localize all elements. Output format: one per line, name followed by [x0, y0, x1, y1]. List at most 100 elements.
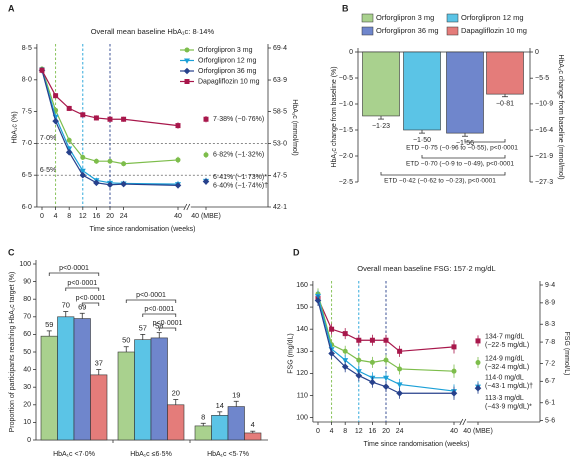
x-tick-label: 20 — [382, 428, 390, 435]
y-tick-label: 6·7 — [545, 378, 555, 385]
bracket — [125, 299, 177, 303]
marker — [397, 348, 403, 354]
chart-title: Overall mean baseline HbA₁c: 8·14% — [91, 27, 215, 36]
marker — [451, 344, 457, 350]
marker — [184, 47, 190, 53]
legend-label: Orforglipron 12 mg — [198, 57, 256, 64]
mbe-label: 6·82% (−1·32%) — [213, 152, 264, 159]
y-tick-label: 6·0 — [22, 204, 32, 211]
y-tick-label: 30 — [23, 384, 31, 391]
y-tick-label: 110 — [297, 392, 308, 399]
value-label: 59 — [45, 320, 53, 329]
value-label: 50 — [122, 336, 130, 345]
y-tick-label: 9·4 — [545, 282, 555, 289]
y-tick-label: −1·5 — [339, 127, 353, 134]
annotation: ETD −0·75 (−0·96 to −0·55), p<0·0001 — [406, 145, 518, 152]
marker — [93, 158, 99, 164]
y-tick-label: 7·2 — [545, 360, 555, 367]
legend-swatch — [446, 13, 459, 23]
y-tick-label: 42·1 — [273, 204, 287, 211]
legend-label: Orforglipron 36 mg — [376, 26, 439, 35]
significance-label: p<0·0001 — [153, 320, 183, 327]
y-tick-label: −1·0 — [339, 101, 353, 108]
legend-label: Orforglipron 12 mg — [461, 13, 524, 22]
value-label: 70 — [62, 301, 70, 310]
value-label: 14 — [216, 401, 224, 410]
x-tick-label: 24 — [396, 428, 404, 435]
y-tick-label: 10 — [23, 419, 31, 426]
y-tick-label: 120 — [296, 370, 308, 377]
bracket — [158, 327, 177, 331]
axis-break — [462, 418, 467, 426]
x-tick-label: 16 — [369, 428, 377, 435]
y-tick-label: 160 — [296, 282, 308, 289]
marker — [107, 116, 113, 122]
bracket — [421, 155, 506, 159]
marker — [184, 58, 190, 64]
y-tick-label: 8·5 — [22, 45, 32, 52]
axis-label: FSG (mmol/L) — [563, 332, 570, 376]
marker — [80, 112, 86, 118]
axis-label: HbA₁c change from baseline (mmol/mol) — [557, 54, 564, 179]
bracket — [142, 313, 177, 317]
marker — [474, 384, 482, 392]
marker — [369, 378, 376, 386]
y-tick-label: 7·5 — [22, 108, 32, 115]
axis-break — [186, 203, 191, 211]
chart-title: Overall mean baseline FSG: 157·2 mg/dL — [357, 264, 495, 273]
axis-label: HbA₁c (%) — [12, 111, 19, 143]
value-label: 19 — [232, 390, 240, 399]
marker — [382, 383, 390, 390]
significance-label: p<0·0001 — [67, 280, 97, 287]
x-tick-label: 12 — [79, 213, 87, 220]
marker — [93, 115, 99, 121]
mbe-label: 134·7 mg/dL — [485, 334, 524, 341]
marker — [53, 93, 59, 99]
x-tick-label: 40 — [450, 428, 458, 435]
series-line — [41, 70, 179, 186]
y-tick-label: 8·3 — [545, 321, 555, 328]
mbe-label: 6·40% (−1·74%)† — [213, 182, 268, 189]
bar — [57, 316, 75, 441]
significance-label: p<0·0001 — [144, 306, 174, 313]
marker — [52, 117, 59, 125]
x-tick-label: HbA₁c <7·0% — [53, 451, 95, 458]
marker — [342, 358, 349, 364]
marker — [183, 67, 191, 75]
marker — [396, 389, 403, 397]
x-tick-label: 4 — [330, 428, 334, 435]
marker — [450, 389, 458, 397]
marker — [202, 178, 210, 185]
marker — [106, 181, 114, 189]
y-tick-label: 40 — [23, 366, 31, 373]
bar — [40, 335, 58, 441]
marker — [120, 180, 127, 188]
mbe-label: 7·38% (−0·76%) — [213, 116, 264, 123]
bar — [486, 51, 524, 95]
bar — [73, 318, 91, 441]
mbe-label: 114·0 mg/dL — [485, 374, 524, 381]
bar — [227, 406, 245, 441]
marker — [396, 382, 403, 388]
value-label: 69 — [78, 302, 86, 311]
marker — [121, 116, 127, 122]
value-label: −1·56 — [456, 140, 474, 147]
marker — [39, 67, 45, 73]
value-label: 58 — [155, 322, 163, 331]
x-tick-label: 16 — [93, 213, 101, 220]
y-tick-label: 6·1 — [545, 400, 555, 407]
legend-label: Dapagliflozin 10 mg — [198, 78, 260, 85]
marker — [342, 331, 348, 337]
marker — [66, 105, 72, 111]
panel-letter: C — [8, 247, 15, 257]
marker — [328, 350, 335, 357]
x-tick-label: 40 (MBE) — [191, 213, 221, 220]
y-tick-label: 7·0 — [22, 140, 32, 147]
mbe-label: 113·3 mg/dL — [485, 395, 524, 402]
bar — [403, 51, 441, 131]
marker — [397, 366, 403, 372]
y-tick-label: 70 — [23, 314, 31, 321]
marker — [175, 123, 181, 129]
bracket — [65, 287, 100, 291]
x-tick-label: 20 — [106, 213, 114, 220]
